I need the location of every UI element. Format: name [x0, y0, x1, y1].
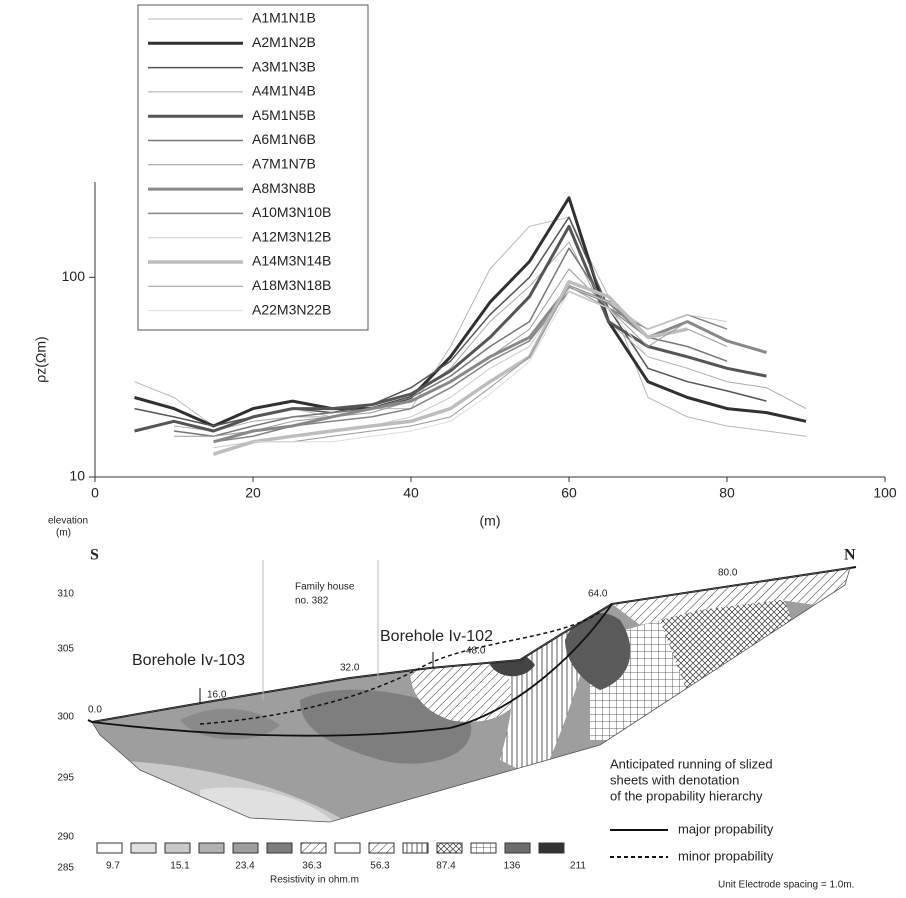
legend-label: A12M3N12B	[252, 228, 331, 244]
section-outline	[91, 567, 851, 823]
legend: A1M1N1B A2M1N2B A3M1N3B A4M1N4B A5M1N5B A6M1N…	[137, 4, 369, 331]
legend-label: A2M1N2B	[252, 34, 316, 50]
elevation-tick: 300	[57, 712, 74, 723]
north-label: N	[844, 547, 856, 564]
series-line	[134, 216, 767, 427]
distance-label: 80.0	[718, 568, 738, 579]
scale-title: Resistivity in ohm.m	[270, 875, 359, 886]
elevation-tick: 295	[57, 773, 74, 784]
legend-label: A22M3N22B	[252, 301, 331, 317]
elevation-label: elevation	[48, 516, 88, 527]
scale-label: 56.3	[370, 861, 390, 872]
legend-label: A6M1N6B	[252, 131, 316, 147]
scale-boxes	[96, 842, 565, 854]
legend-label: major propability	[678, 821, 774, 836]
legend-label: A5M1N5B	[252, 107, 316, 123]
series-line	[134, 196, 807, 428]
elevation-tick: 305	[57, 644, 74, 655]
elevation-tick: 285	[57, 863, 74, 874]
x-tick-label: 40	[403, 485, 419, 501]
x-tick-label: 100	[873, 485, 897, 501]
borehole-label: Borehole Iv-102	[380, 628, 493, 645]
scale-label: 87.4	[436, 861, 456, 872]
house-label: no. 382	[295, 596, 329, 607]
x-axis-label: (m)	[480, 513, 501, 529]
series-line	[213, 284, 767, 444]
legend-label: A8M3N8B	[252, 180, 316, 196]
series-line	[253, 290, 649, 443]
legend-label: A18M3N18B	[252, 277, 331, 293]
major-slide-line	[91, 603, 613, 737]
elevation-tick: 310	[57, 589, 74, 600]
scale-label: 211	[570, 861, 586, 872]
scale-label: 15.1	[170, 861, 190, 872]
zone	[612, 568, 850, 625]
series-line	[134, 224, 767, 433]
series-line	[253, 285, 688, 443]
elevation-label: (m)	[56, 528, 71, 539]
note: of the propability hierarchy	[610, 788, 763, 803]
legend-label: minor propability	[678, 848, 774, 863]
legend-label: A4M1N4B	[252, 83, 316, 99]
resistivity-section: elevation (m) 310 305 300 295 290 285 S …	[48, 516, 857, 891]
house-label: Family house	[295, 582, 355, 593]
distance-label: 64.0	[588, 589, 608, 600]
x-tick-label: 0	[91, 485, 99, 501]
line-chart: 0 20 40 60 80 100 10 100 (m) ρz(Ωm)	[33, 182, 897, 529]
legend-label: A10M3N10B	[252, 204, 331, 220]
x-tick-label: 60	[561, 485, 577, 501]
y-axis-label: ρz(Ωm)	[33, 336, 49, 382]
legend-label: A14M3N14B	[252, 253, 331, 269]
series-line	[173, 241, 807, 432]
zone	[410, 655, 526, 722]
legend-label: A3M1N3B	[252, 58, 316, 74]
legend-label: A1M1N1B	[252, 10, 316, 26]
series-line	[212, 279, 688, 456]
x-tick-label: 20	[245, 485, 261, 501]
scale-label: 9.7	[106, 861, 120, 872]
scale-label: 136	[504, 861, 521, 872]
south-label: S	[90, 547, 99, 564]
minor-slide-line	[199, 611, 601, 725]
note: sheets with denotation	[610, 772, 739, 787]
note: Anticipated running of slized	[610, 756, 773, 771]
zone	[565, 612, 631, 690]
y-tick-label: 100	[62, 268, 86, 284]
legend-label: A7M1N7B	[252, 156, 316, 172]
borehole-label: Borehole Iv-103	[132, 652, 245, 669]
distance-label: 16.0	[207, 690, 227, 701]
x-tick-label: 80	[719, 485, 735, 501]
legend-box	[137, 4, 369, 331]
y-tick-label: 10	[69, 468, 85, 484]
distance-label: 48.0	[466, 646, 486, 657]
distance-label: 32.0	[340, 663, 360, 674]
scale-label: 23.4	[235, 861, 255, 872]
footnote: Unit Electrode spacing = 1.0m.	[718, 880, 854, 891]
elevation-tick: 290	[57, 832, 74, 843]
series-line	[213, 290, 728, 443]
distance-label: 0.0	[88, 705, 102, 716]
scale-label: 36.3	[302, 861, 322, 872]
